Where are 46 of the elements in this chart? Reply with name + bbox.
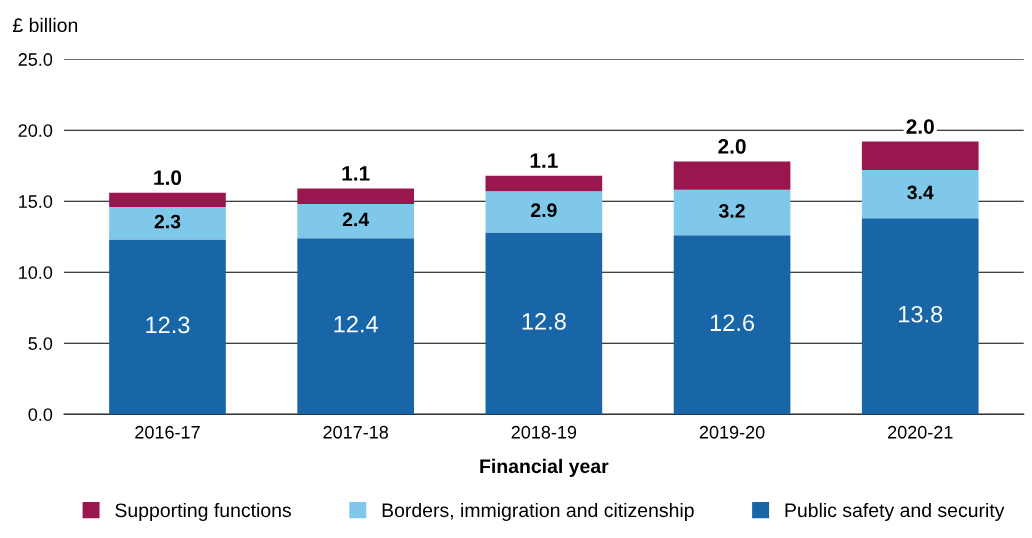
x-tick-label: 2018-19 (511, 425, 577, 439)
bar (485, 175, 603, 192)
data-label: 12.8 (522, 312, 566, 330)
x-tick-label: 2019-20 (699, 425, 765, 439)
data-label: 1.0 (154, 170, 182, 186)
bar (673, 235, 791, 415)
bar (109, 206, 226, 240)
x-tick-label: 2017-18 (323, 425, 389, 439)
data-label: 12.3 (146, 316, 190, 334)
bar (297, 204, 415, 239)
bar (109, 239, 226, 415)
data-label: 2.0 (906, 119, 934, 134)
data-label: 13.8 (899, 305, 943, 323)
legend-label: Public safety and security (785, 502, 1005, 522)
y-tick-label: 20.0 (18, 124, 53, 137)
bar (861, 141, 979, 170)
bar (485, 191, 603, 233)
bar (109, 192, 226, 207)
data-label: 3.2 (718, 204, 745, 218)
data-label: 2.3 (154, 214, 181, 229)
y-tick-label: 0.0 (28, 408, 53, 421)
legend-label: Borders, immigration and citizenship (382, 502, 694, 522)
x-tick-label: 2020-21 (888, 425, 953, 439)
x-tick-label: 2016-17 (135, 425, 200, 439)
y-tick-label: 25.0 (18, 53, 53, 66)
bar (297, 188, 415, 205)
bar (673, 189, 791, 236)
y-tick-label: 15.0 (19, 195, 53, 208)
data-label: 1.1 (530, 153, 558, 168)
bar (861, 169, 979, 219)
bar (673, 161, 791, 190)
bar (485, 232, 603, 415)
data-label: 1.1 (342, 166, 370, 181)
data-label: 3.4 (907, 185, 934, 200)
data-label: 2.9 (531, 203, 557, 218)
data-label: 2.4 (342, 212, 370, 227)
bar (297, 238, 415, 415)
y-tick-label: 5.0 (28, 337, 53, 350)
y-axis-title: £ billion (12, 17, 78, 33)
bar (861, 218, 979, 415)
legend-label: Supporting functions (115, 502, 291, 522)
x-axis-title: Financial year (480, 458, 609, 477)
data-label: 2.0 (718, 139, 746, 154)
y-tick-label: 10.0 (19, 266, 53, 279)
data-label: 12.4 (334, 315, 378, 333)
data-label: 12.6 (710, 314, 754, 332)
